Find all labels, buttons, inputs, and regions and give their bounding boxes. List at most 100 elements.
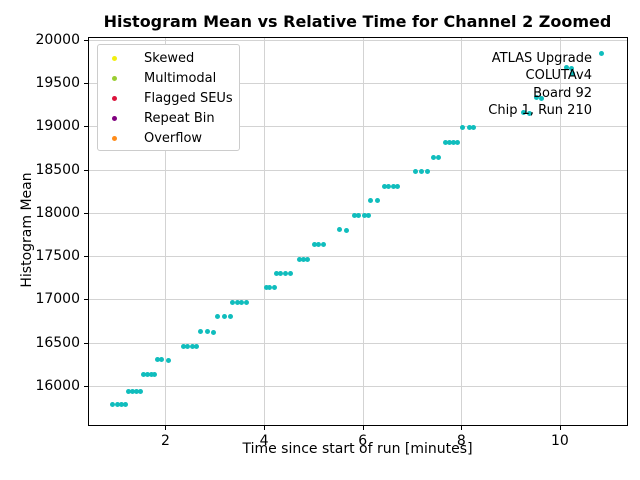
y-tick bbox=[84, 39, 88, 41]
x-gridline bbox=[165, 38, 167, 425]
data-point bbox=[568, 65, 574, 71]
data-point bbox=[390, 184, 396, 190]
legend-item: Skewed bbox=[98, 48, 239, 68]
data-point bbox=[435, 154, 441, 160]
y-tick-label: 16500 bbox=[35, 334, 80, 351]
data-point bbox=[424, 169, 430, 175]
data-point bbox=[412, 169, 418, 175]
data-point bbox=[263, 285, 269, 291]
data-point bbox=[355, 212, 361, 218]
legend-marker-icon bbox=[112, 115, 117, 121]
annotation-line: COLUTAv4 bbox=[525, 68, 592, 84]
legend-label: Multimodal bbox=[144, 70, 217, 86]
x-tick bbox=[165, 426, 167, 430]
x-tick bbox=[362, 426, 364, 430]
data-point bbox=[296, 256, 302, 262]
y-tick bbox=[84, 169, 88, 171]
y-gridline bbox=[89, 299, 627, 301]
data-point bbox=[215, 314, 221, 320]
data-point bbox=[148, 372, 154, 378]
data-point bbox=[304, 256, 310, 262]
data-point bbox=[431, 154, 437, 160]
data-point bbox=[138, 389, 144, 395]
data-point bbox=[204, 329, 210, 335]
data-point bbox=[455, 140, 461, 146]
legend-item: Flagged SEUs bbox=[98, 88, 239, 108]
data-point bbox=[470, 125, 476, 131]
data-point bbox=[154, 356, 160, 362]
annotation-line: Chip 1, Run 210 bbox=[488, 102, 592, 118]
data-point bbox=[375, 198, 381, 204]
y-tick-label: 19000 bbox=[35, 118, 80, 135]
x-tick-label: 4 bbox=[259, 433, 269, 449]
data-point bbox=[381, 184, 387, 190]
data-point bbox=[141, 372, 147, 378]
data-point bbox=[570, 71, 576, 77]
y-tick bbox=[84, 212, 88, 214]
x-tick-label: 6 bbox=[358, 433, 368, 449]
data-point bbox=[526, 111, 532, 117]
y-tick-label: 17000 bbox=[35, 291, 80, 308]
data-point bbox=[243, 300, 249, 306]
data-point bbox=[193, 344, 199, 350]
data-point bbox=[564, 64, 570, 70]
y-gridline bbox=[89, 126, 627, 128]
legend-marker-icon bbox=[112, 135, 117, 141]
data-point bbox=[234, 300, 240, 306]
data-point bbox=[460, 125, 466, 131]
data-point bbox=[152, 372, 158, 378]
x-gridline bbox=[362, 38, 364, 425]
data-point bbox=[301, 256, 306, 262]
data-point bbox=[534, 94, 540, 100]
legend-label: Skewed bbox=[144, 50, 195, 66]
data-point bbox=[368, 198, 374, 204]
data-point bbox=[599, 50, 605, 56]
x-tick-label: 2 bbox=[160, 433, 170, 449]
x-tick-label: 10 bbox=[551, 433, 569, 449]
data-point bbox=[166, 357, 172, 363]
x-tick bbox=[264, 426, 266, 430]
annotation-block: ATLAS Upgrade COLUTAv4 Board 92 Chip 1, … bbox=[488, 50, 592, 119]
x-gridline bbox=[264, 38, 266, 425]
data-point bbox=[361, 212, 367, 218]
legend: Skewed Multimodal Flagged SEUs Repeat Bin Ov… bbox=[97, 44, 240, 151]
data-point bbox=[271, 285, 277, 291]
plot-area: Skewed Multimodal Flagged SEUs Repeat Bin Ov… bbox=[35, 32, 628, 449]
legend-label: Flagged SEUs bbox=[144, 90, 233, 106]
data-point bbox=[446, 140, 452, 146]
data-point bbox=[129, 389, 135, 395]
data-point bbox=[443, 140, 449, 146]
data-point bbox=[320, 241, 326, 247]
data-point bbox=[110, 401, 116, 407]
legend-item: Multimodal bbox=[98, 68, 239, 88]
y-tick bbox=[84, 342, 88, 344]
data-point bbox=[336, 227, 342, 233]
data-point bbox=[197, 329, 203, 335]
y-axis-label: Histogram Mean bbox=[19, 172, 35, 288]
data-point bbox=[466, 125, 472, 131]
data-point bbox=[222, 314, 228, 320]
x-gridline bbox=[559, 38, 561, 425]
x-gridline bbox=[461, 38, 463, 425]
y-tick-label: 19500 bbox=[35, 75, 80, 92]
legend-label: Repeat Bin bbox=[144, 110, 215, 126]
y-tick bbox=[84, 299, 88, 301]
data-point bbox=[144, 372, 150, 378]
data-point bbox=[311, 241, 317, 247]
y-gridline bbox=[89, 342, 627, 344]
y-tick-label: 18000 bbox=[35, 204, 80, 221]
data-point bbox=[181, 344, 187, 350]
y-gridline bbox=[89, 169, 627, 171]
data-point bbox=[344, 227, 350, 233]
y-tick bbox=[84, 385, 88, 387]
legend-marker-icon bbox=[112, 55, 117, 61]
legend-label: Overflow bbox=[144, 130, 203, 146]
data-point bbox=[125, 389, 131, 395]
data-point bbox=[277, 271, 283, 277]
data-point bbox=[114, 401, 120, 407]
data-point bbox=[386, 184, 392, 190]
legend-item: Overflow bbox=[98, 128, 239, 148]
y-gridline bbox=[89, 256, 627, 258]
data-point bbox=[287, 271, 293, 277]
annotation-line: Board 92 bbox=[533, 85, 592, 101]
